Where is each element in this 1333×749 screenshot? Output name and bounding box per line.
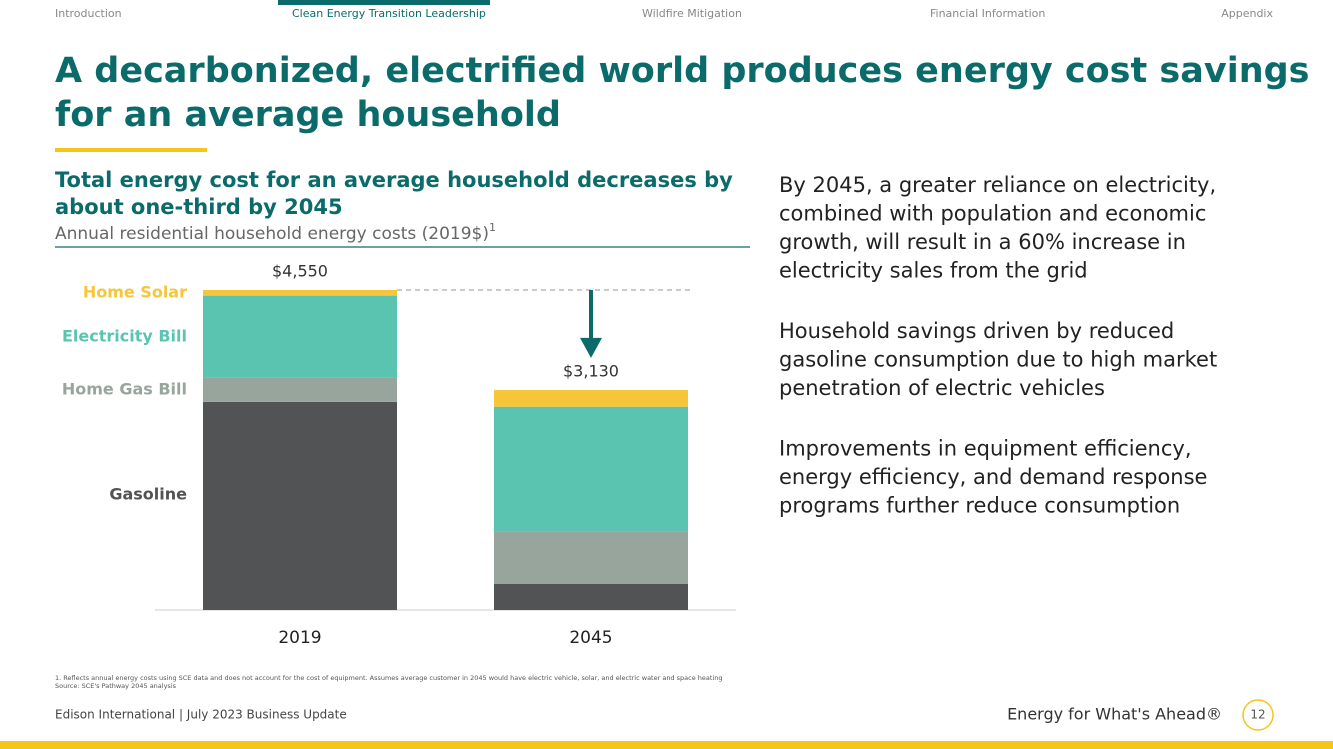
title-underline <box>55 148 207 152</box>
bottom-bar <box>0 741 1333 749</box>
footnote: 1. Reflects annual energy costs using SC… <box>55 674 722 682</box>
bar-segment <box>494 406 688 532</box>
bar-segment <box>494 583 688 610</box>
body-text: combined with population and economic <box>779 202 1206 226</box>
body-text: By 2045, a greater reliance on electrici… <box>779 173 1216 197</box>
nav-active-bar <box>278 0 490 5</box>
chart-title: about one-third by 2045 <box>55 195 343 219</box>
body-text: growth, will result in a 60% increase in <box>779 230 1186 254</box>
chart-title: Total energy cost for an average househo… <box>55 168 733 192</box>
nav-item: Financial Information <box>930 7 1045 20</box>
total-label: $4,550 <box>272 262 328 281</box>
x-tick-label: 2045 <box>569 628 612 648</box>
x-tick-label: 2019 <box>278 628 321 648</box>
bar-segment <box>494 531 688 584</box>
body-text: gasoline consumption due to high market <box>779 348 1217 372</box>
bar-segment <box>203 290 397 296</box>
chart-subtitle: Annual residential household energy cost… <box>55 221 496 244</box>
page-number: 12 <box>1250 708 1265 722</box>
nav-item: Introduction <box>55 7 122 20</box>
nav-item: Wildfire Mitigation <box>642 7 742 20</box>
footnote: Source: SCE's Pathway 2045 analysis <box>55 682 177 690</box>
legend-label: Electricity Bill <box>62 326 187 345</box>
bar-segment <box>494 389 688 407</box>
legend-label: Home Solar <box>83 283 187 302</box>
nav-item: Appendix <box>1221 7 1273 20</box>
slide-title: for an average household <box>55 95 561 135</box>
body-text: Household savings driven by reduced <box>779 319 1174 343</box>
slide-title: A decarbonized, electrified world produc… <box>55 51 1310 91</box>
nav-item: Clean Energy Transition Leadership <box>292 7 486 20</box>
body-text: programs further reduce consumption <box>779 494 1180 518</box>
legend-label: Gasoline <box>109 484 187 503</box>
footer-left: Edison International | July 2023 Busines… <box>55 708 347 722</box>
total-label: $3,130 <box>563 361 619 380</box>
body-text: electricity sales from the grid <box>779 259 1088 283</box>
bar-segment <box>203 295 397 378</box>
body-text: penetration of electric vehicles <box>779 376 1105 400</box>
body-text: energy efficiency, and demand response <box>779 465 1207 489</box>
subtitle-marker: 1 <box>489 221 496 234</box>
tagline: Energy for What's Ahead® <box>1007 705 1222 724</box>
body-text: Improvements in equipment efficiency, <box>779 437 1192 461</box>
subtitle: Annual residential household energy cost… <box>55 224 489 244</box>
bar-segment <box>203 377 397 402</box>
arrow-head <box>580 337 602 358</box>
legend-label: Home Gas Bill <box>62 379 187 398</box>
page-circle <box>1242 699 1274 731</box>
bar-segment <box>203 401 397 610</box>
